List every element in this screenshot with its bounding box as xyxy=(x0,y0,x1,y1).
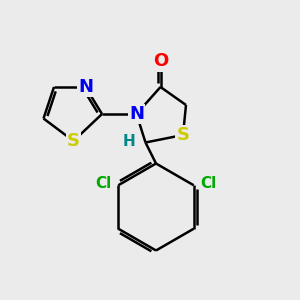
Text: N: N xyxy=(78,78,93,96)
Text: H: H xyxy=(123,134,135,148)
Text: S: S xyxy=(176,126,190,144)
Text: Cl: Cl xyxy=(200,176,217,191)
Text: O: O xyxy=(153,52,168,70)
Text: Cl: Cl xyxy=(95,176,112,191)
Text: N: N xyxy=(129,105,144,123)
Text: S: S xyxy=(67,132,80,150)
